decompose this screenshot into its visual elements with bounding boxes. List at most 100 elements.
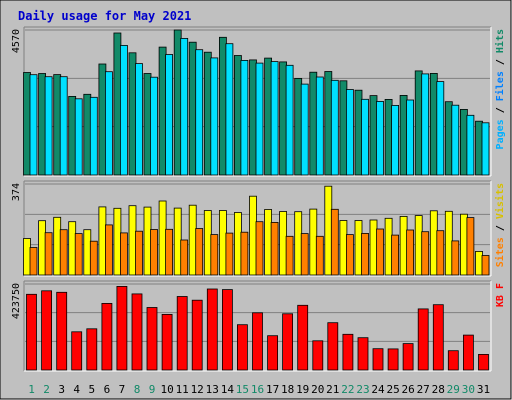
- kbf-bar-day-21: [327, 322, 339, 371]
- kbf-bar-day-25: [387, 348, 399, 371]
- hits-bar-day-2: [38, 73, 46, 176]
- sites-bar-day-20: [315, 235, 324, 276]
- hits-bar-day-10: [158, 46, 167, 176]
- x-tick-day-22: 22: [341, 383, 354, 396]
- sites-bar-day-15: [240, 231, 249, 276]
- visits-bar-day-13: [203, 210, 212, 276]
- x-tick-day-9: 9: [149, 383, 156, 396]
- kbf-bar-day-12: [191, 299, 203, 371]
- files-bar-day-8: [135, 63, 143, 176]
- sites-bar-day-27: [421, 231, 430, 276]
- sites-bar-day-10: [165, 228, 174, 276]
- visits-bar-day-24: [369, 219, 378, 276]
- x-tick-day-18: 18: [281, 383, 294, 396]
- hits-bar-day-17: [264, 57, 273, 176]
- kbf-bar-day-31: [478, 353, 489, 371]
- files-bar-day-7: [120, 45, 128, 176]
- x-tick-day-21: 21: [326, 383, 339, 396]
- visits-bar-day-1: [23, 238, 31, 276]
- sites-bar-day-31: [481, 255, 490, 276]
- visits-bar-day-27: [414, 215, 423, 276]
- kbf-bar-day-16: [252, 312, 263, 371]
- panel-3-y-max-label: 423750: [11, 283, 22, 319]
- kbf-bar-day-10: [161, 313, 173, 371]
- legend-entry: KB F: [495, 283, 506, 307]
- kbf-bar-day-9: [146, 307, 158, 371]
- kbf-bar-day-13: [206, 288, 218, 371]
- hits-bar-day-24: [369, 95, 378, 176]
- x-tick-day-30: 30: [462, 383, 475, 396]
- hits-bar-day-8: [128, 52, 137, 176]
- visits-bar-day-2: [38, 220, 46, 276]
- x-tick-day-7: 7: [119, 383, 126, 396]
- sites-bar-day-7: [120, 232, 128, 276]
- sites-bar-day-1: [29, 247, 38, 276]
- sites-bar-day-3: [59, 229, 68, 276]
- legend-entry: /: [495, 53, 506, 71]
- chart-title: Daily usage for May 2021: [18, 9, 191, 23]
- hits-bar-day-28: [429, 73, 438, 176]
- x-tick-day-26: 26: [401, 383, 414, 396]
- panel-1: 4570 Pages / Files / Hits: [11, 26, 506, 177]
- visits-bar-day-30: [459, 213, 468, 276]
- visits-bar-day-6: [98, 206, 107, 276]
- x-tick-day-10: 10: [160, 383, 173, 396]
- hits-bar-day-19: [294, 78, 303, 176]
- files-bar-day-17: [270, 61, 279, 176]
- sites-bar-day-22: [345, 234, 354, 276]
- hits-bar-day-16: [249, 59, 257, 176]
- files-bar-day-30: [466, 114, 475, 176]
- x-tick-day-12: 12: [191, 383, 204, 396]
- visits-bar-day-29: [444, 210, 453, 276]
- files-bar-day-2: [44, 76, 53, 176]
- kbf-bar-day-8: [131, 293, 143, 371]
- visits-bar-day-16: [249, 195, 257, 276]
- hits-bar-day-31: [475, 120, 483, 176]
- kbf-bar-day-26: [402, 343, 414, 371]
- sites-bar-day-29: [451, 240, 460, 276]
- kbf-bar-day-1: [26, 293, 37, 371]
- sites-bar-day-4: [74, 233, 83, 276]
- hits-bar-day-20: [309, 71, 318, 176]
- x-tick-day-28: 28: [432, 383, 445, 396]
- sites-bar-day-8: [135, 230, 143, 276]
- files-bar-day-16: [255, 62, 264, 176]
- files-bar-day-13: [210, 57, 219, 176]
- files-bar-day-14: [225, 43, 234, 176]
- kbf-bar-day-6: [101, 302, 113, 371]
- sites-bar-day-28: [436, 230, 445, 276]
- x-tick-day-24: 24: [371, 383, 385, 396]
- x-tick-day-20: 20: [311, 383, 324, 396]
- files-bar-day-12: [195, 49, 204, 176]
- x-tick-day-15: 15: [236, 383, 249, 396]
- kbf-bar-day-24: [372, 348, 384, 371]
- legend-entry: Sites: [494, 237, 506, 267]
- kbf-bar-day-20: [312, 340, 324, 371]
- x-tick-day-2: 2: [43, 383, 50, 396]
- kbf-bar-day-4: [71, 331, 83, 371]
- visits-bar-day-28: [429, 210, 438, 276]
- legend-entry: /: [495, 101, 506, 119]
- files-bar-day-6: [105, 71, 113, 176]
- sites-bar-day-26: [406, 229, 415, 276]
- visits-bar-day-10: [158, 200, 167, 276]
- visits-bar-day-19: [294, 211, 303, 276]
- hits-bar-day-27: [414, 70, 423, 176]
- x-tick-day-27: 27: [417, 383, 430, 396]
- hits-bar-day-1: [23, 72, 31, 176]
- x-tick-day-29: 29: [447, 383, 460, 396]
- sites-bar-day-11: [180, 239, 189, 276]
- kbf-bar-day-11: [176, 296, 188, 371]
- files-bar-day-24: [376, 101, 384, 176]
- x-tick-day-19: 19: [296, 383, 309, 396]
- visits-bar-day-8: [128, 205, 137, 276]
- x-tick-day-16: 16: [251, 383, 264, 396]
- hits-bar-day-30: [459, 109, 468, 176]
- sites-bar-day-25: [391, 234, 400, 276]
- hits-bar-day-9: [143, 73, 152, 176]
- x-tick-day-31: 31: [477, 383, 490, 396]
- x-tick-day-25: 25: [386, 383, 399, 396]
- panel-1-y-max-label: 4570: [11, 29, 22, 53]
- hits-bar-day-15: [233, 55, 242, 176]
